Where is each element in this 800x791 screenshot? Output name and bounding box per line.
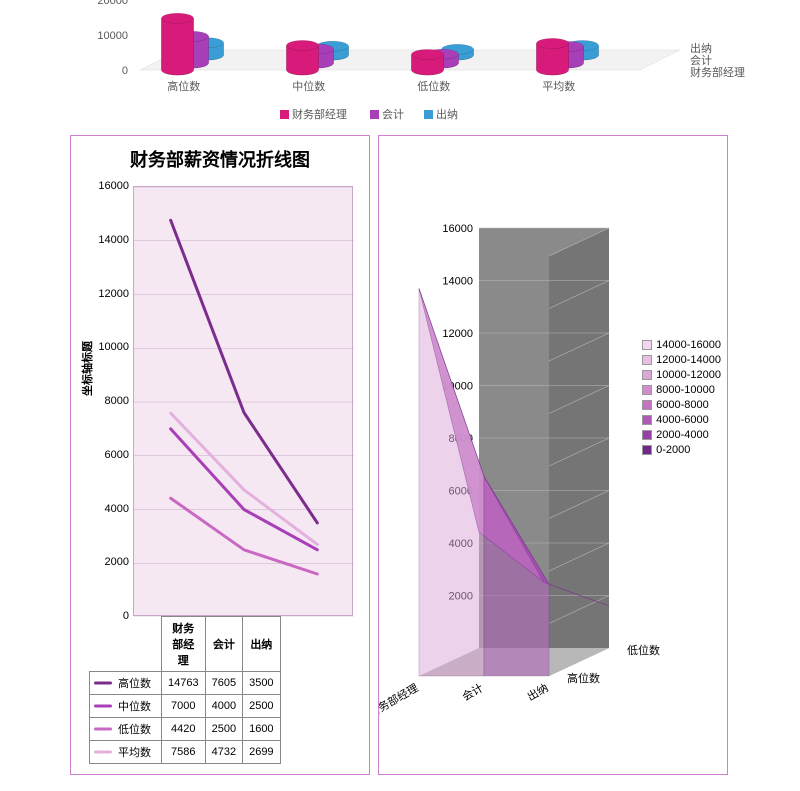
data-cell: 7000 [162,695,206,718]
page: 01000020000高位数中位数低位数平均数出纳会计财务部经理财务部经理会计出… [0,0,800,791]
row-header: 平均数 [90,741,162,764]
data-cell: 7605 [205,672,242,695]
svg-text:中位数: 中位数 [292,79,325,93]
y-tick-label: 10000 [91,341,129,353]
row-header: 高位数 [90,672,162,695]
col-header: 出纳 [243,617,280,672]
data-cell: 2500 [243,695,280,718]
svg-text:会计: 会计 [690,54,712,67]
row-header: 低位数 [90,718,162,741]
line-plot-area [133,186,353,616]
surface-chart-panel: 200040006000800010000120001400016000财务部经… [378,135,728,775]
svg-text:会计: 会计 [382,108,404,121]
table-row: 高位数1476376053500 [90,672,281,695]
svg-text:0: 0 [122,65,128,77]
data-cell: 2500 [205,718,242,741]
line-chart-panel: 财务部薪资情况折线图 坐标轴标题 02000400060008000100001… [70,135,370,775]
legend-item: 4000-6000 [642,414,721,426]
data-cell: 2699 [243,741,280,764]
legend-item: 10000-12000 [642,369,721,381]
top-3d-bar-chart: 01000020000高位数中位数低位数平均数出纳会计财务部经理财务部经理会计出… [0,0,800,135]
svg-text:出纳: 出纳 [524,680,550,703]
svg-text:平均数: 平均数 [542,80,575,93]
svg-text:20000: 20000 [97,0,128,7]
data-cell: 3500 [243,672,280,695]
legend-item: 6000-8000 [642,399,721,411]
line-chart-svg [134,187,354,617]
svg-text:财务部经理: 财务部经理 [690,65,745,79]
y-tick-label: 16000 [91,180,129,192]
surface-legend: 14000-16000 12000-14000 10000-12000 8000-10… [642,336,721,459]
svg-text:财务部经理: 财务部经理 [292,107,347,121]
line-chart-title: 财务部薪资情况折线图 [71,136,369,178]
table-row: 中位数700040002500 [90,695,281,718]
data-cell: 1600 [243,718,280,741]
svg-text:10000: 10000 [97,30,128,42]
data-cell: 7586 [162,741,206,764]
legend-item: 8000-10000 [642,384,721,396]
row-header: 中位数 [90,695,162,718]
table-row: 平均数758647322699 [90,741,281,764]
svg-text:出纳: 出纳 [690,41,712,55]
svg-text:低位数: 低位数 [627,643,660,657]
svg-text:高位数: 高位数 [567,671,600,685]
legend-item: 0-2000 [642,444,721,456]
svg-text:14000: 14000 [442,276,473,288]
legend-item: 2000-4000 [642,429,721,441]
y-tick-label: 14000 [91,234,129,246]
data-table: 财务部经理会计出纳高位数1476376053500中位数700040002500… [89,616,281,764]
svg-text:财务部经理: 财务部经理 [379,680,421,720]
svg-text:高位数: 高位数 [167,79,200,93]
legend-item: 12000-14000 [642,354,721,366]
y-tick-label: 4000 [91,503,129,515]
y-tick-label: 8000 [91,395,129,407]
y-tick-label: 6000 [91,449,129,461]
svg-text:出纳: 出纳 [436,107,458,121]
col-header: 会计 [205,617,242,672]
data-cell: 4000 [205,695,242,718]
svg-text:12000: 12000 [442,328,473,340]
table-row: 低位数442025001600 [90,718,281,741]
svg-text:低位数: 低位数 [417,79,450,93]
data-cell: 4732 [205,741,242,764]
data-cell: 14763 [162,672,206,695]
col-header: 财务部经理 [162,617,206,672]
svg-text:16000: 16000 [442,223,473,235]
legend-item: 14000-16000 [642,339,721,351]
top-chart-svg: 01000020000高位数中位数低位数平均数出纳会计财务部经理财务部经理会计出… [0,0,800,135]
y-tick-label: 2000 [91,556,129,568]
data-cell: 4420 [162,718,206,741]
y-tick-label: 12000 [91,288,129,300]
bottom-panels: 财务部薪资情况折线图 坐标轴标题 02000400060008000100001… [0,135,800,791]
svg-text:会计: 会计 [460,681,486,703]
